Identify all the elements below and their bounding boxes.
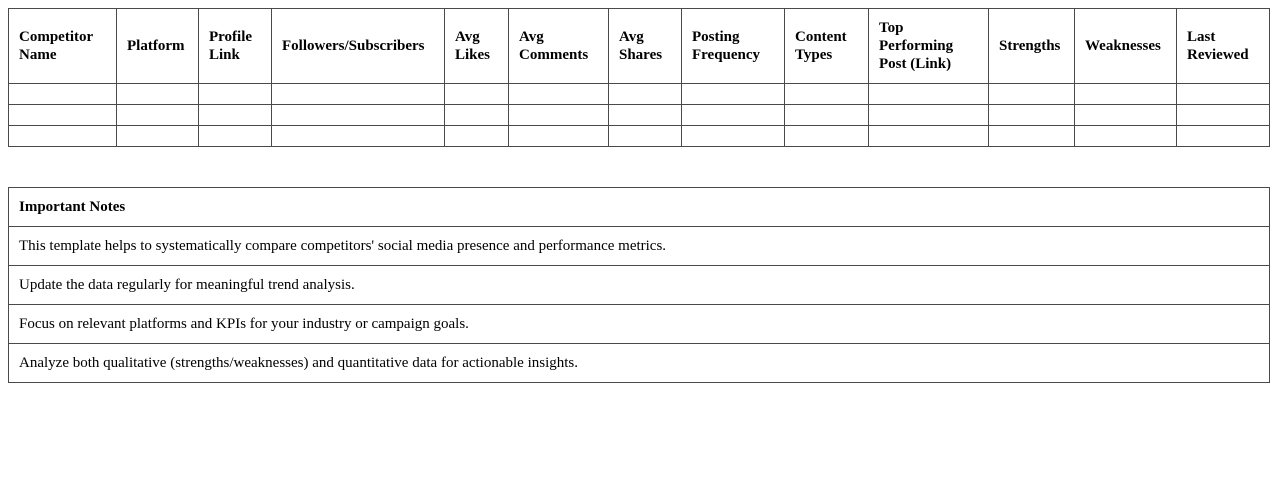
notes-header-row: Important Notes [8, 187, 1270, 227]
table-cell[interactable] [868, 125, 989, 147]
column-header: Competitor Name [8, 8, 117, 84]
note-row: Analyze both qualitative (strengths/weak… [8, 343, 1270, 383]
column-header: Avg Likes [444, 8, 509, 84]
note-text: Analyze both qualitative (strengths/weak… [8, 343, 1270, 383]
competitor-table: Competitor Name Platform Profile Link Follo… [8, 8, 1270, 147]
table-cell[interactable] [988, 104, 1075, 126]
table-cell[interactable] [116, 104, 199, 126]
table-cell[interactable] [608, 104, 682, 126]
column-header: Avg Shares [608, 8, 682, 84]
note-text: Focus on relevant platforms and KPIs for… [8, 304, 1270, 344]
column-header: Strengths [988, 8, 1075, 84]
table-cell[interactable] [116, 83, 199, 105]
table-cell[interactable] [681, 83, 785, 105]
table-cell[interactable] [988, 83, 1075, 105]
table-cell[interactable] [508, 83, 609, 105]
table-cell[interactable] [1074, 104, 1177, 126]
important-notes-table: Important Notes This template helps to s… [8, 187, 1270, 383]
table-cell[interactable] [116, 125, 199, 147]
column-header: Followers/Subscribers [271, 8, 445, 84]
note-text: Update the data regularly for meaningful… [8, 265, 1270, 305]
table-cell[interactable] [271, 83, 445, 105]
table-cell[interactable] [8, 125, 117, 147]
column-header: Avg Comments [508, 8, 609, 84]
note-text: This template helps to systematically co… [8, 226, 1270, 266]
column-header: Last Reviewed [1176, 8, 1270, 84]
table-cell[interactable] [988, 125, 1075, 147]
table-cell[interactable] [198, 83, 272, 105]
table-cell[interactable] [1176, 125, 1270, 147]
table-cell[interactable] [8, 83, 117, 105]
table-row [8, 125, 1270, 147]
table-cell[interactable] [1074, 125, 1177, 147]
column-header: Platform [116, 8, 199, 84]
table-cell[interactable] [681, 125, 785, 147]
column-header: Top Performing Post (Link) [868, 8, 989, 84]
note-row: Focus on relevant platforms and KPIs for… [8, 304, 1270, 344]
table-cell[interactable] [1176, 83, 1270, 105]
notes-title: Important Notes [8, 187, 1270, 227]
table-cell[interactable] [784, 83, 869, 105]
table-cell[interactable] [508, 125, 609, 147]
table-cell[interactable] [784, 125, 869, 147]
table-cell[interactable] [681, 104, 785, 126]
note-row: This template helps to systematically co… [8, 226, 1270, 266]
table-cell[interactable] [868, 83, 989, 105]
table-cell[interactable] [8, 104, 117, 126]
table-cell[interactable] [784, 104, 869, 126]
header-row: Competitor Name Platform Profile Link Follo… [8, 8, 1270, 84]
table-cell[interactable] [271, 125, 445, 147]
table-cell[interactable] [198, 104, 272, 126]
column-header: Weaknesses [1074, 8, 1177, 84]
table-row [8, 104, 1270, 126]
note-row: Update the data regularly for meaningful… [8, 265, 1270, 305]
table-cell[interactable] [1176, 104, 1270, 126]
column-header: Profile Link [198, 8, 272, 84]
table-cell[interactable] [444, 83, 509, 105]
table-cell[interactable] [608, 83, 682, 105]
table-cell[interactable] [198, 125, 272, 147]
table-cell[interactable] [608, 125, 682, 147]
table-cell[interactable] [1074, 83, 1177, 105]
table-row [8, 83, 1270, 105]
table-cell[interactable] [444, 104, 509, 126]
table-cell[interactable] [444, 125, 509, 147]
column-header: Posting Frequency [681, 8, 785, 84]
column-header: Content Types [784, 8, 869, 84]
table-cell[interactable] [508, 104, 609, 126]
table-cell[interactable] [271, 104, 445, 126]
table-cell[interactable] [868, 104, 989, 126]
